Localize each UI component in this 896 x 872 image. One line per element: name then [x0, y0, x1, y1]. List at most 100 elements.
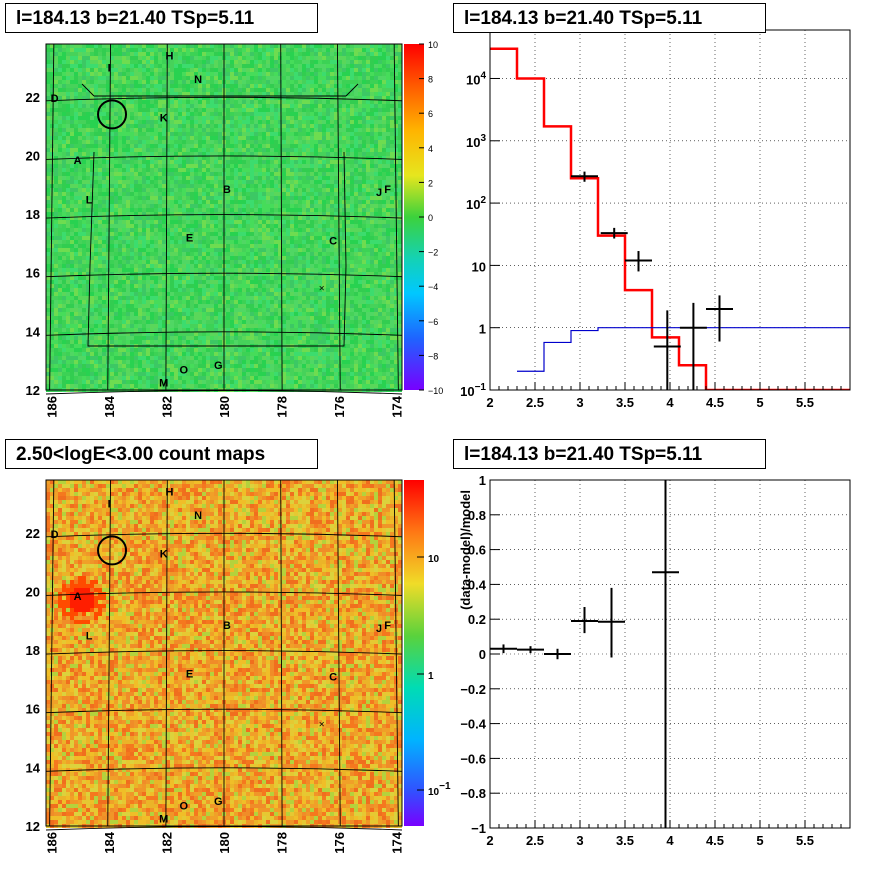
map-pixel [62, 244, 66, 248]
map-pixel [230, 244, 234, 248]
map-pixel [190, 136, 194, 140]
map-pixel [290, 140, 294, 144]
map-pixel [282, 64, 286, 68]
map-pixel [326, 184, 330, 188]
map-pixel [194, 184, 198, 188]
map-pixel [134, 240, 138, 244]
map-pixel [338, 76, 342, 80]
map-pixel [354, 208, 358, 212]
map-pixel [274, 140, 278, 144]
map-pixel [374, 160, 378, 164]
map-pixel [154, 140, 158, 144]
map-pixel [378, 156, 382, 160]
map-pixel [394, 240, 398, 244]
map-pixel [170, 192, 174, 196]
map-pixel [214, 152, 218, 156]
map-pixel [326, 44, 330, 48]
map-pixel [266, 220, 270, 224]
map-pixel [210, 48, 214, 52]
map-pixel [262, 52, 266, 56]
map-pixel [50, 52, 54, 56]
map-pixel [226, 132, 230, 136]
map-pixel [90, 184, 94, 188]
map-pixel [246, 216, 250, 220]
map-pixel [226, 212, 230, 216]
map-pixel [286, 136, 290, 140]
map-pixel [154, 80, 158, 84]
map-pixel [298, 112, 302, 116]
map-pixel [46, 64, 50, 68]
map-pixel [74, 200, 78, 204]
map-pixel [74, 48, 78, 52]
map-pixel [66, 196, 70, 200]
map-pixel [294, 140, 298, 144]
map-pixel [298, 156, 302, 160]
map-pixel [362, 140, 366, 144]
map-pixel [398, 140, 402, 144]
map-pixel [50, 100, 54, 104]
map-pixel [106, 44, 110, 48]
map-pixel [398, 132, 402, 136]
map-pixel [206, 160, 210, 164]
map-pixel [66, 220, 70, 224]
map-pixel [290, 44, 294, 48]
map-pixel [206, 108, 210, 112]
map-pixel [146, 192, 150, 196]
map-pixel [78, 204, 82, 208]
map-pixel [250, 180, 254, 184]
map-pixel [258, 232, 262, 236]
map-pixel [390, 60, 394, 64]
map-pixel [270, 248, 274, 252]
map-pixel [350, 180, 354, 184]
map-pixel [234, 88, 238, 92]
map-pixel [170, 220, 174, 224]
map-pixel [234, 120, 238, 124]
map-pixel [390, 212, 394, 216]
map-pixel [178, 108, 182, 112]
map-pixel [158, 100, 162, 104]
map-pixel [110, 184, 114, 188]
map-pixel [366, 152, 370, 156]
map-pixel [162, 48, 166, 52]
map-pixel [342, 88, 346, 92]
map-pixel [234, 228, 238, 232]
map-pixel [134, 232, 138, 236]
map-pixel [242, 252, 246, 256]
map-pixel [298, 92, 302, 96]
map-pixel [162, 112, 166, 116]
map-pixel [378, 52, 382, 56]
map-pixel [214, 112, 218, 116]
map-pixel [86, 60, 90, 64]
map-pixel [170, 204, 174, 208]
map-pixel [302, 244, 306, 248]
map-pixel [390, 48, 394, 52]
map-pixel [330, 84, 334, 88]
map-pixel [290, 84, 294, 88]
map-pixel [242, 220, 246, 224]
map-pixel [90, 84, 94, 88]
map-pixel [254, 264, 258, 268]
map-pixel [318, 220, 322, 224]
map-pixel [190, 200, 194, 204]
map-pixel [210, 136, 214, 140]
map-pixel [202, 48, 206, 52]
map-pixel [146, 80, 150, 84]
map-pixel [166, 132, 170, 136]
map-pixel [94, 76, 98, 80]
map-pixel [90, 48, 94, 52]
map-pixel [182, 240, 186, 244]
map-pixel [338, 260, 342, 264]
map-pixel [166, 44, 170, 48]
map-pixel [310, 60, 314, 64]
map-pixel [262, 188, 266, 192]
map-pixel [178, 88, 182, 92]
map-pixel [66, 72, 70, 76]
map-pixel [118, 192, 122, 196]
map-pixel [70, 144, 74, 148]
map-pixel [274, 52, 278, 56]
map-pixel [270, 116, 274, 120]
map-pixel [226, 116, 230, 120]
map-pixel [282, 80, 286, 84]
map-pixel [170, 180, 174, 184]
map-pixel [270, 232, 274, 236]
